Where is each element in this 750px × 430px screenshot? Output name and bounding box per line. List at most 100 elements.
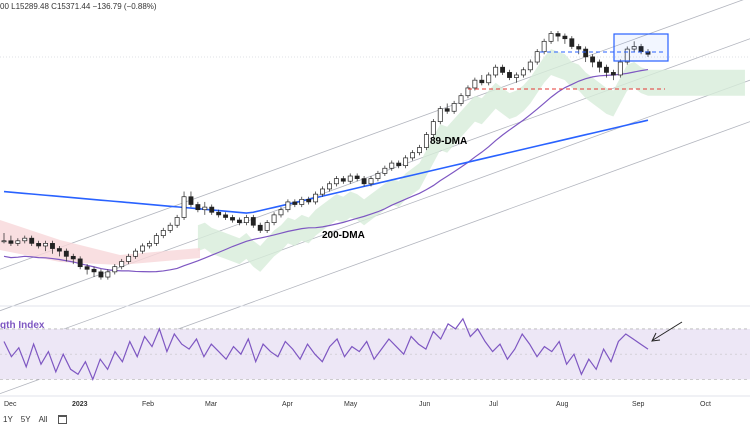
candle-body <box>181 196 187 218</box>
candle-body <box>610 72 616 76</box>
candle-body <box>354 175 360 179</box>
candle-body <box>70 255 76 260</box>
rsi-pane <box>0 317 750 382</box>
x-tick-label: Jun <box>419 401 430 408</box>
ichimoku-cloud <box>0 49 745 272</box>
candle-body <box>8 240 14 244</box>
candle-body <box>209 206 215 213</box>
candle-body <box>105 271 111 278</box>
candle-body <box>36 243 42 247</box>
annotation-arrow <box>651 321 683 342</box>
candle-body <box>507 72 512 78</box>
candle-body <box>493 66 499 76</box>
candle-body <box>50 243 55 249</box>
candle-body <box>84 266 90 270</box>
x-tick-label: 2023 <box>72 401 88 408</box>
candle-body <box>237 219 242 223</box>
ma200-line <box>3 119 649 214</box>
highlight-box[interactable] <box>613 33 669 62</box>
candle-body <box>195 204 201 211</box>
candle-body <box>541 40 547 53</box>
candle-body <box>624 48 630 63</box>
candle-body <box>472 79 478 89</box>
candle-body <box>29 237 35 244</box>
candle-body <box>22 237 28 242</box>
candle-body <box>292 201 298 205</box>
candle-body <box>160 230 166 236</box>
candle-body <box>230 217 235 221</box>
candle-body <box>43 243 48 247</box>
candle-body <box>361 178 367 185</box>
candle-body <box>527 61 533 71</box>
candle-body <box>257 224 263 231</box>
range-5y-button[interactable]: 5Y <box>20 415 31 424</box>
candle-body <box>590 56 596 63</box>
candle-body <box>486 74 492 84</box>
candle-body <box>347 175 353 182</box>
range-all-button[interactable]: All <box>38 415 48 424</box>
candle-body <box>604 66 609 73</box>
candle-body <box>153 235 159 244</box>
x-tick-label: Dec <box>4 401 17 408</box>
candle-body <box>444 108 450 112</box>
candle-body <box>333 178 339 185</box>
price-levels <box>468 51 665 90</box>
candle-body <box>271 214 277 223</box>
candle-body <box>437 108 443 122</box>
candle-body <box>368 178 374 185</box>
x-tick-label: May <box>344 401 358 408</box>
candle-body <box>430 121 436 135</box>
candle-body <box>417 147 422 154</box>
ohlc-readout: 00 L15289.48 C15371.44 −136.79 (−0.88%) <box>0 2 157 11</box>
candle-body <box>403 157 409 167</box>
candle-body <box>98 271 104 278</box>
candle-body <box>77 258 83 268</box>
candle-body <box>278 209 284 216</box>
candle-body <box>167 224 173 231</box>
candle-body <box>617 61 623 76</box>
candle-body <box>340 178 346 182</box>
candle-body <box>285 201 291 211</box>
candle-body <box>15 240 21 244</box>
candle-body <box>202 206 208 211</box>
calendar-icon[interactable] <box>58 415 68 424</box>
candle-body <box>520 69 526 76</box>
moving-averages <box>3 68 649 273</box>
candle-body <box>299 198 305 205</box>
candle-body <box>576 46 582 50</box>
candle-body <box>119 261 125 268</box>
candle-body <box>555 33 561 37</box>
candle-body <box>56 248 62 252</box>
x-tick-label: Mar <box>205 401 218 408</box>
candle-body <box>382 167 388 174</box>
candle-body <box>327 183 332 190</box>
time-axis: Dec 2023 Feb Mar Apr May Jun Jul Aug Sep Oct <box>4 401 711 408</box>
candle-body <box>389 162 395 169</box>
channel-line <box>0 0 744 270</box>
candle-body <box>458 95 464 104</box>
candle-body <box>569 38 575 47</box>
candle-body <box>306 198 312 203</box>
candle-body <box>63 250 69 257</box>
candle-body <box>174 217 180 226</box>
candle-body <box>396 162 402 167</box>
candle-body <box>250 217 256 226</box>
candle-body <box>126 255 132 262</box>
rsi-title: gth Index <box>0 320 45 331</box>
candle-body <box>631 46 637 50</box>
cloud-red <box>0 220 200 265</box>
candle-body <box>597 61 602 68</box>
candle-body <box>133 250 138 257</box>
candle-body <box>423 134 429 148</box>
candle-body <box>375 173 381 179</box>
x-tick-label: Aug <box>556 401 569 408</box>
ma200-label: 200-DMA <box>322 230 365 241</box>
candle-body <box>243 217 249 223</box>
range-1y-button[interactable]: 1Y <box>3 415 13 424</box>
candle-body <box>1 240 7 243</box>
candle-body <box>91 268 97 273</box>
candle-body <box>112 266 118 273</box>
x-tick-label: Feb <box>142 401 154 408</box>
candle-body <box>514 74 519 78</box>
